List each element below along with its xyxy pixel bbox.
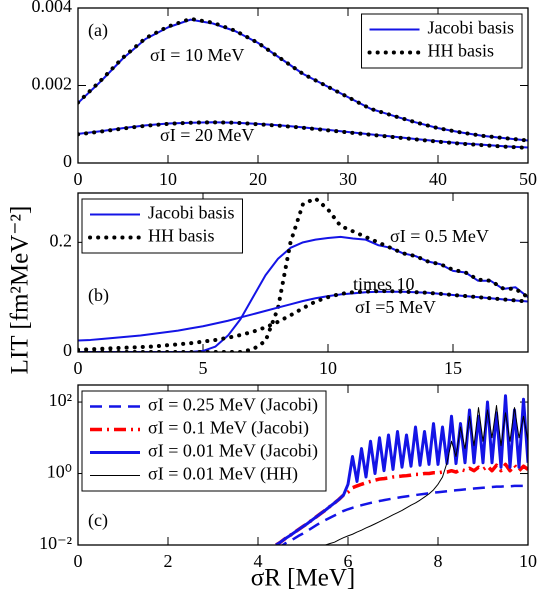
x-tick-label: 10 — [519, 551, 537, 571]
annotation: σI = 20 MeV — [160, 125, 254, 145]
panel: 0 2 4 6 8 10 10⁻² 10⁰ 10² (c) σI = 0.25 MeV (Jacob… — [39, 384, 537, 571]
series-line — [325, 405, 528, 545]
y-tick-label: 0.004 — [32, 0, 73, 16]
x-tick-label: 50 — [519, 169, 537, 189]
y-tick-label: 10² — [49, 390, 72, 410]
x-tick-label: 5 — [199, 358, 208, 378]
y-tick-label: 0.2 — [50, 230, 73, 250]
x-tick-label: 10 — [319, 358, 337, 378]
legend-label: HH basis — [148, 226, 215, 246]
x-tick-label: 10 — [159, 169, 177, 189]
x-tick-label: 40 — [429, 169, 447, 189]
annotation: σI = 10 MeV — [150, 45, 244, 65]
plot-frame — [77, 384, 529, 546]
panel: 0 5 10 15 0 0.2 (b) σI = 0.5 MeV times 10 σI =5 M… — [50, 192, 529, 378]
legend-box — [81, 198, 243, 254]
x-tick-label: 20 — [249, 169, 267, 189]
annotation: (b) — [88, 285, 109, 306]
series-line — [78, 16, 528, 143]
y-tick-label: 0 — [63, 151, 72, 171]
legend-label: σI = 0.25 MeV (Jacobi) — [148, 395, 318, 416]
x-tick-label: 0 — [74, 169, 83, 189]
annotation: (c) — [88, 510, 108, 531]
legend-label: σI = 0.01 MeV (HH) — [148, 464, 298, 485]
series-line — [78, 290, 528, 342]
annotation: (a) — [88, 20, 108, 41]
legend-box — [81, 390, 327, 492]
y-tick-label: 10⁰ — [47, 462, 72, 482]
x-tick-label: 6 — [344, 551, 353, 571]
legend: σI = 0.25 MeV (Jacobi)σI = 0.1 MeV (Jaco… — [81, 390, 327, 492]
annotation: σI =5 MeV — [355, 297, 436, 317]
legend-label: HH basis — [428, 41, 495, 61]
y-axis-label: LIT [fm²MeV⁻²] — [7, 206, 34, 375]
x-tick-label: 0 — [74, 358, 83, 378]
x-axis-label: σR [MeV] — [251, 565, 355, 592]
plot-frame — [77, 7, 529, 164]
legend: Jacobi basis HH basis — [81, 198, 243, 254]
annotation: times 10 — [353, 274, 415, 294]
panel: 0 10 20 30 40 50 0 0.002 0.004 (a) σI = 10 MeV σI =… — [32, 0, 538, 189]
series-line — [78, 235, 528, 352]
legend: Jacobi basis HH basis — [361, 13, 523, 69]
series-line — [78, 120, 528, 150]
y-tick-label: 10⁻² — [39, 533, 72, 553]
series-line — [78, 289, 528, 352]
annotation: σI = 0.5 MeV — [390, 226, 489, 246]
legend-label: Jacobi basis — [148, 203, 234, 223]
y-tick-label: 0 — [63, 340, 72, 360]
series-line — [280, 484, 528, 545]
x-tick-label: 8 — [434, 551, 443, 571]
legend-label: σI = 0.1 MeV (Jacobi) — [148, 418, 309, 439]
x-tick-label: 15 — [444, 358, 462, 378]
x-tick-label: 30 — [339, 169, 357, 189]
series-line — [78, 196, 528, 352]
x-tick-label: 2 — [164, 551, 173, 571]
x-tick-label: 0 — [74, 551, 83, 571]
legend-label: Jacobi basis — [428, 18, 514, 38]
plot-frame — [77, 192, 529, 353]
y-tick-label: 0.002 — [32, 74, 73, 94]
x-tick-label: 4 — [254, 551, 263, 571]
legend-label: σI = 0.01 MeV (Jacobi) — [148, 441, 318, 462]
legend-box — [361, 13, 523, 69]
